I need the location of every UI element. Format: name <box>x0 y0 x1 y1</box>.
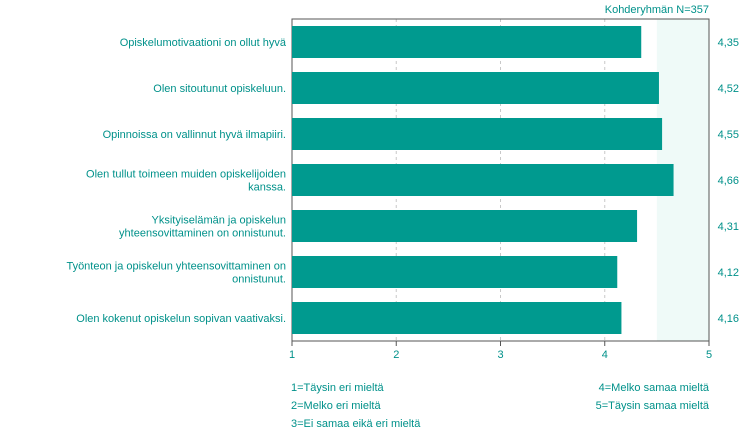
scale-legend-item: 2=Melko eri mieltä <box>291 400 381 412</box>
bar <box>292 72 659 104</box>
scale-legend-item: 5=Täysin samaa mieltä <box>596 400 710 412</box>
value-label: 4,52 <box>718 83 739 95</box>
scale-legend-left: 1=Täysin eri mieltä 2=Melko eri mieltä 3=E… <box>291 382 421 430</box>
bar <box>292 210 638 242</box>
bar <box>292 302 622 334</box>
header-note: Kohderyhmän N=357 <box>605 4 709 16</box>
value-label: 4,66 <box>718 175 739 187</box>
value-label: 4,35 <box>718 37 739 49</box>
x-tick-label: 1 <box>289 349 295 361</box>
bar <box>292 118 663 150</box>
scale-legend-item: 4=Melko samaa mieltä <box>599 382 710 394</box>
value-label: 4,12 <box>718 267 739 279</box>
value-label: 4,55 <box>718 129 739 141</box>
x-tick-label: 2 <box>393 349 399 361</box>
bars <box>292 26 674 334</box>
x-tick-label: 3 <box>497 349 503 361</box>
category-label: Opinnoissa on vallinnut hyvä ilmapiiri. <box>103 129 286 141</box>
value-labels: 4,35 4,52 4,55 4,66 4,31 4,12 4,16 <box>718 37 739 325</box>
value-label: 4,16 <box>718 313 739 325</box>
scale-legend-item: 1=Täysin eri mieltä <box>291 382 385 394</box>
x-tick-label: 5 <box>706 349 712 361</box>
bar <box>292 26 642 58</box>
category-label: Olen kokenut opiskelun sopivan vaativaks… <box>76 313 286 325</box>
scale-legend-item: 3=Ei samaa eikä eri mieltä <box>291 418 421 430</box>
value-label: 4,31 <box>718 221 739 233</box>
category-label: Opiskelumotivaationi on ollut hyvä <box>120 37 287 49</box>
bar <box>292 256 618 288</box>
category-labels: Opiskelumotivaationi on ollut hyvä Olen s… <box>66 37 286 325</box>
category-label: Olen tullut toimeen muiden opiskelijoide… <box>86 169 286 194</box>
scale-legend-right: 4=Melko samaa mieltä 5=Täysin samaa mielt… <box>596 382 710 412</box>
x-tick-label: 4 <box>602 349 608 361</box>
bar <box>292 164 674 196</box>
category-label: Olen sitoutunut opiskeluun. <box>153 83 286 95</box>
category-label: Työnteon ja opiskelun yhteensovittaminen… <box>66 261 286 286</box>
x-axis: 1 2 3 4 5 <box>289 341 712 361</box>
category-label: Yksityiselämän ja opiskelun yhteensovitta… <box>119 215 286 240</box>
